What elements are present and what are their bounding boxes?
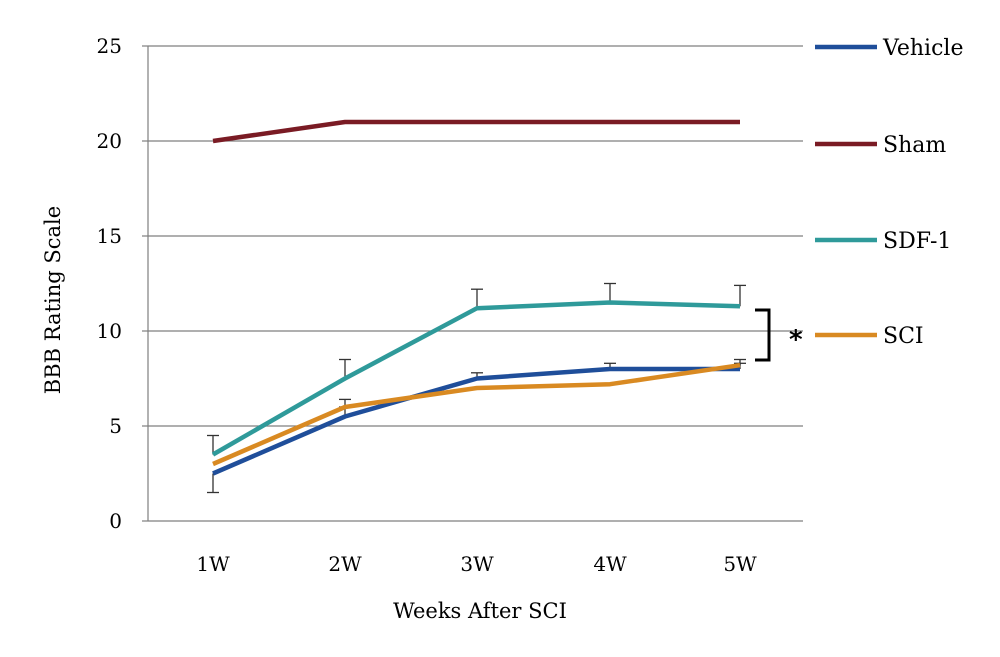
y-axis-title: BBB Rating Scale (41, 206, 65, 394)
x-axis-title: Weeks After SCI (393, 599, 567, 623)
gridlines (142, 45, 803, 522)
legend-label: Vehicle (882, 36, 963, 61)
y-tick-label: 5 (109, 414, 122, 438)
series-lines (211, 119, 741, 476)
y-tick-label: 0 (109, 509, 122, 533)
x-tick-label: 5W (723, 552, 757, 576)
significance-asterisk: * (789, 325, 803, 355)
x-tick-label: 1W (196, 552, 230, 576)
legend-label: Sham (883, 133, 946, 158)
y-tick-label: 10 (97, 319, 122, 343)
y-axis-ticks: 0 5 10 15 20 25 (97, 34, 122, 533)
x-tick-label: 3W (460, 552, 494, 576)
legend-label: SCI (883, 324, 924, 349)
y-tick-label: 20 (97, 129, 122, 153)
legend-label: SDF-1 (883, 229, 951, 254)
error-bars (207, 282, 746, 494)
x-axis-ticks: 1W 2W 3W 4W 5W (196, 552, 757, 576)
significance-bracket (755, 308, 771, 362)
significance-annotation: * (755, 308, 803, 362)
x-tick-label: 4W (593, 552, 627, 576)
x-tick-label: 2W (328, 552, 362, 576)
y-tick-label: 15 (97, 224, 122, 248)
series-line-vehicle (212, 366, 740, 476)
legend: Vehicle Sham SDF-1 SCI (815, 36, 963, 349)
series-line-sham (212, 119, 740, 144)
y-tick-label: 25 (97, 34, 122, 58)
